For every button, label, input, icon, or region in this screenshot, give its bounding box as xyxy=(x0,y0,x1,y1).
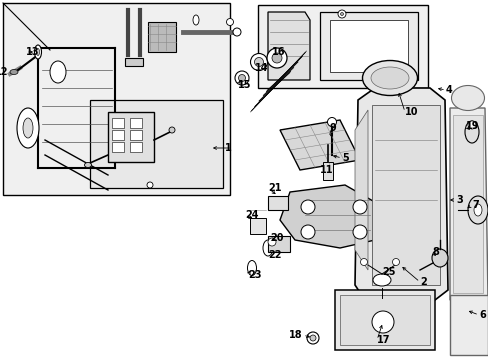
Polygon shape xyxy=(449,108,487,300)
Ellipse shape xyxy=(337,10,346,18)
Ellipse shape xyxy=(360,258,367,265)
Ellipse shape xyxy=(254,58,263,67)
Text: 24: 24 xyxy=(244,210,258,220)
Text: 6: 6 xyxy=(478,310,485,320)
Ellipse shape xyxy=(352,200,366,214)
Ellipse shape xyxy=(23,118,33,138)
Polygon shape xyxy=(329,20,407,72)
Ellipse shape xyxy=(362,60,417,95)
Ellipse shape xyxy=(238,75,245,81)
Ellipse shape xyxy=(169,127,175,133)
Bar xyxy=(323,162,332,180)
Bar xyxy=(112,142,124,152)
Polygon shape xyxy=(334,290,434,350)
Text: 13: 13 xyxy=(26,47,40,57)
Ellipse shape xyxy=(352,225,366,239)
Text: 25: 25 xyxy=(381,267,395,277)
Ellipse shape xyxy=(340,13,343,15)
Polygon shape xyxy=(339,295,429,345)
Polygon shape xyxy=(319,12,417,80)
Bar xyxy=(130,118,142,128)
Text: 7: 7 xyxy=(471,200,478,210)
Bar xyxy=(90,100,223,188)
Ellipse shape xyxy=(309,335,315,341)
Bar xyxy=(112,118,124,128)
Ellipse shape xyxy=(247,261,256,275)
Ellipse shape xyxy=(450,85,484,111)
Text: 15: 15 xyxy=(238,80,251,90)
Polygon shape xyxy=(449,295,487,355)
Bar xyxy=(267,196,287,210)
Ellipse shape xyxy=(263,240,272,256)
Ellipse shape xyxy=(464,121,478,143)
Text: 16: 16 xyxy=(271,47,285,57)
Text: 17: 17 xyxy=(376,335,390,345)
Text: 21: 21 xyxy=(267,183,281,193)
Ellipse shape xyxy=(327,117,336,126)
Bar xyxy=(130,142,142,152)
Polygon shape xyxy=(267,12,309,80)
Ellipse shape xyxy=(371,311,393,333)
Text: 1: 1 xyxy=(225,143,231,153)
Ellipse shape xyxy=(467,121,475,129)
Ellipse shape xyxy=(301,200,314,214)
Text: 5: 5 xyxy=(341,153,348,163)
Text: 2: 2 xyxy=(419,277,426,287)
Text: 18: 18 xyxy=(289,330,303,340)
Ellipse shape xyxy=(370,67,408,89)
Bar xyxy=(3,3,229,195)
Text: 19: 19 xyxy=(465,121,479,131)
Ellipse shape xyxy=(396,71,403,77)
Text: 4: 4 xyxy=(445,85,452,95)
Text: 3: 3 xyxy=(455,195,462,205)
Ellipse shape xyxy=(37,49,40,55)
Text: 12: 12 xyxy=(0,67,8,77)
Ellipse shape xyxy=(35,45,41,59)
Text: 9: 9 xyxy=(329,123,336,133)
Ellipse shape xyxy=(431,249,447,267)
Bar xyxy=(148,22,176,52)
Text: 8: 8 xyxy=(431,247,438,257)
Text: 10: 10 xyxy=(404,107,418,117)
Ellipse shape xyxy=(84,162,91,167)
Ellipse shape xyxy=(372,274,390,286)
Ellipse shape xyxy=(193,15,199,25)
Polygon shape xyxy=(354,110,367,270)
Bar xyxy=(267,236,289,252)
Ellipse shape xyxy=(232,28,241,36)
Text: 11: 11 xyxy=(319,165,333,175)
Ellipse shape xyxy=(267,238,275,246)
Text: 14: 14 xyxy=(254,63,268,73)
Bar xyxy=(108,112,154,162)
Ellipse shape xyxy=(17,108,39,148)
Ellipse shape xyxy=(50,61,66,83)
Ellipse shape xyxy=(301,225,314,239)
Ellipse shape xyxy=(10,69,18,75)
Bar xyxy=(112,130,124,140)
Polygon shape xyxy=(452,115,482,293)
Ellipse shape xyxy=(226,18,233,26)
Ellipse shape xyxy=(235,71,248,85)
Ellipse shape xyxy=(147,182,153,188)
Polygon shape xyxy=(371,105,439,285)
Ellipse shape xyxy=(306,332,318,344)
Bar xyxy=(125,58,142,66)
Ellipse shape xyxy=(467,196,487,224)
Ellipse shape xyxy=(250,54,267,71)
Ellipse shape xyxy=(392,258,399,265)
Text: 23: 23 xyxy=(247,270,261,280)
Ellipse shape xyxy=(473,204,481,216)
Ellipse shape xyxy=(271,53,282,63)
Polygon shape xyxy=(280,120,359,170)
Polygon shape xyxy=(280,185,379,248)
Bar xyxy=(249,218,265,234)
Text: 20: 20 xyxy=(269,233,283,243)
Bar xyxy=(258,5,427,88)
Ellipse shape xyxy=(266,48,286,68)
Bar xyxy=(130,130,142,140)
Text: 22: 22 xyxy=(267,250,281,260)
Polygon shape xyxy=(354,88,447,300)
